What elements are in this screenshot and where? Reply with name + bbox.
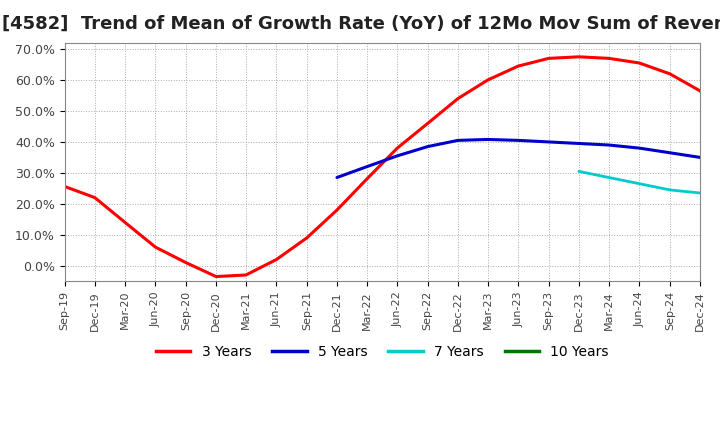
Legend: 3 Years, 5 Years, 7 Years, 10 Years: 3 Years, 5 Years, 7 Years, 10 Years bbox=[150, 340, 615, 365]
Title: [4582]  Trend of Mean of Growth Rate (YoY) of 12Mo Mov Sum of Revenues: [4582] Trend of Mean of Growth Rate (YoY… bbox=[2, 15, 720, 33]
